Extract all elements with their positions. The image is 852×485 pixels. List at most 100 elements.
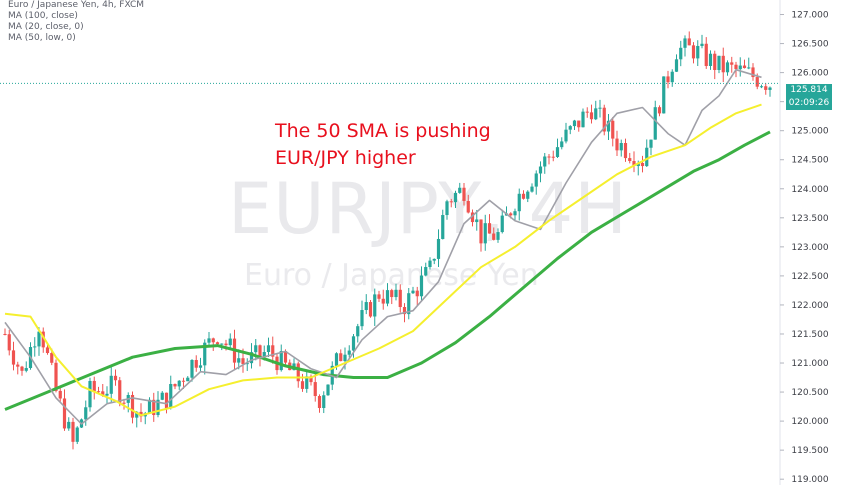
candle-body bbox=[738, 65, 742, 70]
candle-body bbox=[71, 421, 75, 442]
candle-body bbox=[679, 47, 683, 60]
candle-body bbox=[509, 213, 513, 216]
candle-body bbox=[704, 43, 708, 67]
candle-body bbox=[526, 191, 530, 199]
y-tick-label: 124.000 bbox=[791, 185, 828, 195]
candle-body bbox=[109, 375, 113, 394]
candle-body bbox=[436, 238, 441, 259]
candle-body bbox=[177, 380, 181, 387]
candle-body bbox=[54, 362, 58, 391]
candle-body bbox=[470, 212, 475, 223]
candle-body bbox=[683, 38, 687, 48]
candle-body bbox=[211, 338, 215, 343]
candle-body bbox=[585, 111, 589, 113]
candle-body bbox=[530, 186, 534, 192]
candle-body bbox=[11, 350, 16, 365]
y-tick-label: 122.500 bbox=[791, 272, 828, 282]
candle-body bbox=[24, 368, 28, 371]
candle-body bbox=[271, 345, 275, 357]
candle-body bbox=[734, 64, 738, 70]
candle-body bbox=[708, 53, 713, 67]
candle-body bbox=[496, 232, 500, 240]
candle-body bbox=[105, 393, 109, 396]
candle-body bbox=[203, 342, 207, 366]
candle-body bbox=[300, 381, 305, 389]
candle-body bbox=[700, 43, 704, 46]
candle-body bbox=[441, 215, 445, 239]
watermark-symbol: EURJPY, 4H bbox=[228, 168, 628, 250]
candle-body bbox=[696, 45, 700, 59]
candle-body bbox=[449, 201, 453, 203]
candle-body bbox=[283, 351, 288, 363]
candle-body bbox=[687, 38, 691, 46]
candle-body bbox=[419, 275, 424, 297]
candle-body bbox=[122, 402, 126, 404]
candle-body bbox=[351, 336, 356, 351]
candle-body bbox=[75, 427, 79, 442]
candle-body bbox=[598, 107, 602, 109]
last-price-tag: 125.814 bbox=[786, 84, 832, 97]
candle-body bbox=[118, 380, 122, 403]
candle-body bbox=[245, 363, 249, 365]
candle-body bbox=[181, 380, 186, 382]
candle-body bbox=[636, 162, 640, 167]
candle-body bbox=[215, 342, 220, 345]
ma-20-line bbox=[4, 68, 762, 425]
y-tick-label: 122.000 bbox=[791, 301, 828, 311]
candle-body bbox=[674, 59, 679, 72]
candle-body bbox=[390, 290, 394, 298]
candle-body bbox=[160, 392, 164, 400]
candle-body bbox=[237, 358, 241, 363]
candle-body bbox=[186, 377, 190, 382]
candle-body bbox=[266, 345, 271, 353]
candle-body bbox=[96, 391, 101, 393]
candle-body bbox=[190, 359, 194, 378]
candle-body bbox=[113, 375, 118, 381]
y-tick-label: 126.500 bbox=[791, 40, 828, 50]
y-tick-label: 120.500 bbox=[791, 388, 828, 398]
y-tick-label: 124.500 bbox=[791, 156, 828, 166]
candle-body bbox=[394, 289, 398, 298]
candle-body bbox=[564, 129, 568, 142]
candle-body bbox=[194, 359, 198, 368]
candle-body bbox=[356, 326, 360, 337]
candle-body bbox=[500, 215, 504, 233]
candle-body bbox=[666, 76, 670, 83]
candle-body bbox=[152, 399, 156, 416]
candle-body bbox=[88, 380, 92, 408]
candle-body bbox=[360, 310, 364, 327]
candle-body bbox=[135, 411, 139, 418]
candle-body bbox=[101, 391, 105, 396]
candle-body bbox=[33, 346, 37, 348]
candle-body bbox=[373, 294, 377, 317]
candle-body bbox=[725, 62, 730, 73]
candle-body bbox=[589, 112, 594, 120]
candle-body bbox=[619, 143, 623, 151]
candle-body bbox=[534, 173, 538, 187]
candle-body bbox=[45, 347, 50, 354]
candle-body bbox=[475, 219, 479, 223]
candle-body bbox=[747, 67, 751, 69]
candle-body bbox=[479, 219, 483, 244]
candle-body bbox=[228, 338, 232, 346]
candle-body bbox=[411, 290, 415, 294]
candle-body bbox=[628, 158, 632, 162]
ma-100-line bbox=[4, 130, 771, 411]
candle-body bbox=[198, 365, 203, 368]
candle-body bbox=[309, 376, 313, 383]
candle-body bbox=[581, 111, 585, 128]
candle-body bbox=[50, 353, 54, 363]
candle-body bbox=[334, 353, 339, 366]
candle-body bbox=[717, 55, 721, 70]
candle-body bbox=[572, 120, 577, 127]
candle-body bbox=[611, 120, 615, 139]
y-tick-label: 123.500 bbox=[791, 214, 828, 224]
candle-body bbox=[381, 298, 385, 304]
candle-body bbox=[7, 334, 11, 351]
candle-body bbox=[538, 166, 543, 174]
candle-body bbox=[279, 351, 283, 371]
candle-body bbox=[339, 353, 343, 362]
candle-body bbox=[483, 223, 487, 244]
candle-body bbox=[555, 147, 560, 157]
